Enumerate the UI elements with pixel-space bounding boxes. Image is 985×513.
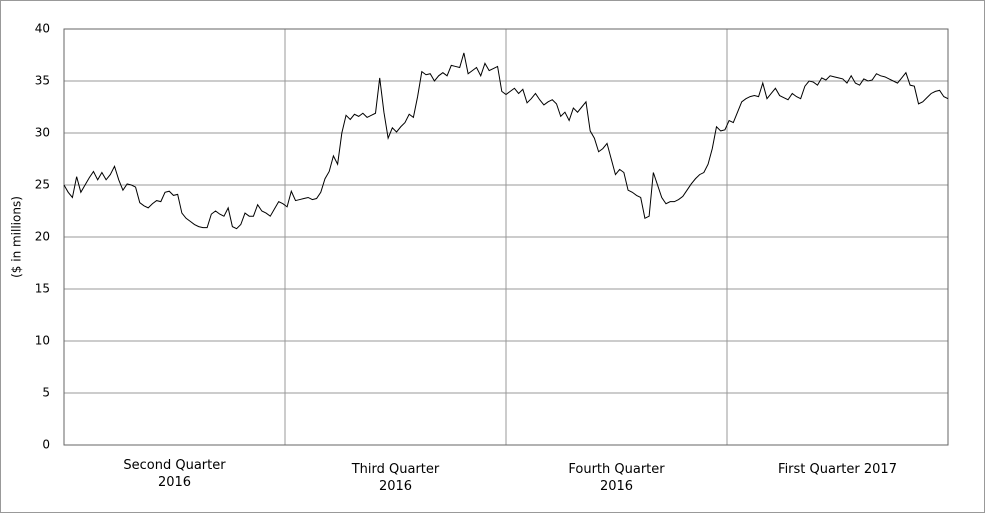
y-tick-label: 10	[35, 334, 50, 348]
y-tick-label: 35	[35, 74, 50, 88]
y-axis-label: ($ in millions)	[10, 196, 24, 278]
y-tick-label: 40	[35, 22, 50, 36]
x-tick-label: Third Quarter 2016	[351, 462, 440, 494]
y-tick-label: 0	[42, 438, 50, 452]
plot-frame	[63, 28, 949, 446]
x-tick-label: Second Quarter 2016	[123, 458, 226, 490]
data-line	[63, 52, 949, 230]
x-tick-label: First Quarter 2017	[778, 462, 897, 477]
y-tick-label: 25	[35, 178, 50, 192]
x-tick-label: Fourth Quarter 2016	[568, 462, 665, 494]
y-tick-label: 30	[35, 126, 50, 140]
y-tick-label: 5	[42, 386, 50, 400]
y-tick-label: 20	[35, 230, 50, 244]
y-tick-label: 15	[35, 282, 50, 296]
